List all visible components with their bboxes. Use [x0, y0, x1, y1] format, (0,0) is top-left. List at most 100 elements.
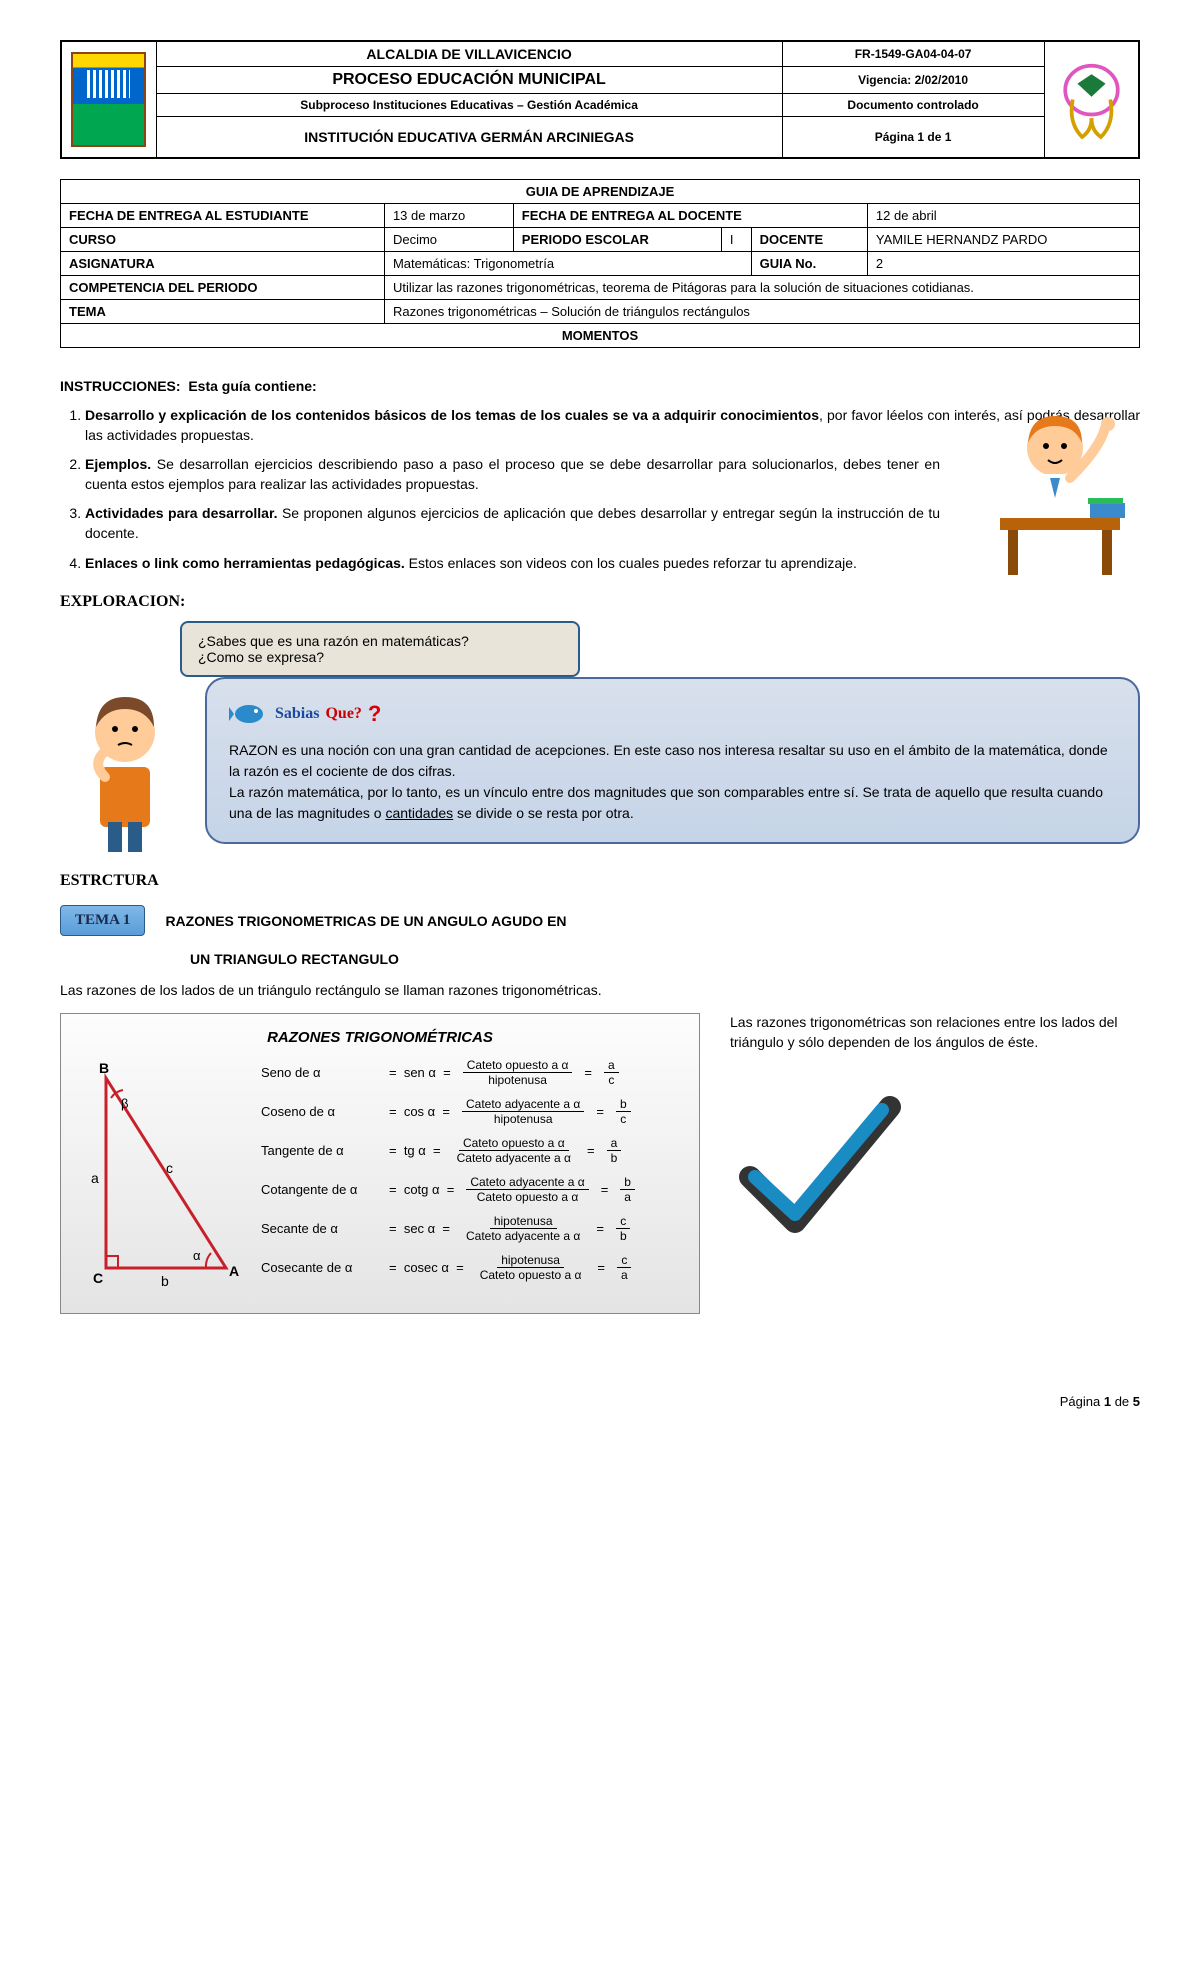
que-word: Que?: [325, 702, 361, 726]
page-footer: Página 1 de 5: [60, 1394, 1140, 1409]
ratio-fraction: Cateto opuesto a αhipotenusa: [463, 1058, 573, 1087]
svg-text:c: c: [166, 1160, 173, 1176]
fecha-est: 13 de marzo: [384, 204, 513, 228]
sabias-header: Sabias Que? ?: [229, 697, 1116, 730]
header-alcaldia: ALCALDIA DE VILLAVICENCIO: [156, 41, 782, 67]
tema-row: TEMA 1 RAZONES TRIGONOMETRICAS DE UN ANG…: [60, 905, 1140, 936]
ratio-fraction: hipotenusaCateto opuesto a α: [476, 1253, 586, 1282]
momentos: MOMENTOS: [61, 324, 1140, 348]
ratio-fraction-short: bc: [616, 1097, 631, 1126]
ratio-name: Coseno de α: [261, 1104, 381, 1119]
competencia-label: COMPETENCIA DEL PERIODO: [61, 276, 385, 300]
ratio-fraction: Cateto opuesto a αCateto adyacente a α: [453, 1136, 575, 1165]
sabias-box: Sabias Que? ? RAZON es una noción con un…: [205, 677, 1140, 844]
ratio-name: Secante de α: [261, 1221, 381, 1236]
tema-subtitle: UN TRIANGULO RECTANGULO: [190, 951, 1140, 967]
svg-text:b: b: [161, 1273, 169, 1289]
ratio-row: Secante de α= sec α =hipotenusaCateto ad…: [261, 1214, 679, 1243]
ratio-row: Tangente de α= tg α =Cateto opuesto a αC…: [261, 1136, 679, 1165]
docente-label: DOCENTE: [751, 228, 867, 252]
ratio-name: Tangente de α: [261, 1143, 381, 1158]
estructura-title: ESTRCTURA: [60, 872, 1140, 890]
question-box: ¿Sabes que es una razón en matemáticas? …: [180, 621, 580, 677]
guia-titulo: GUIA DE APRENDIZAJE: [61, 180, 1140, 204]
figure-title: RAZONES TRIGONOMÉTRICAS: [81, 1029, 679, 1046]
pregunta1: ¿Sabes que es una razón en matemáticas?: [198, 633, 562, 649]
ratio-fraction-short: cb: [616, 1214, 631, 1243]
svg-text:α: α: [193, 1248, 201, 1263]
logo-left-cell: [61, 41, 156, 158]
fecha-doc: 12 de abril: [867, 204, 1139, 228]
periodo-label: PERIODO ESCOLAR: [513, 228, 721, 252]
header-codigo: FR-1549-GA04-04-07: [782, 41, 1044, 67]
sabias-word: Sabias: [275, 702, 319, 726]
ratio-row: Coseno de α= cos α =Cateto adyacente a α…: [261, 1097, 679, 1126]
shield-logo-icon: [71, 52, 146, 147]
header-proceso: PROCESO EDUCACIÓN MUNICIPAL: [156, 67, 782, 94]
thinking-child-icon: [60, 677, 190, 857]
checkmark-icon: [730, 1082, 910, 1262]
instrucciones-title: INSTRUCCIONES:: [60, 378, 181, 394]
header-table: ALCALDIA DE VILLAVICENCIO FR-1549-GA04-0…: [60, 40, 1140, 159]
triangle-diagram-icon: B β a c C b A α: [81, 1058, 241, 1298]
institution-logo-icon: [1054, 57, 1129, 142]
fecha-est-label: FECHA DE ENTREGA AL ESTUDIANTE: [61, 204, 385, 228]
student-desk-icon: [970, 388, 1150, 588]
tema: Razones trigonométricas – Solución de tr…: [384, 300, 1139, 324]
fish-icon: [229, 699, 269, 729]
ratio-fraction: Cateto adyacente a αhipotenusa: [462, 1097, 584, 1126]
pregunta2: ¿Como se expresa?: [198, 649, 562, 665]
periodo: I: [721, 228, 751, 252]
guia-no: 2: [867, 252, 1139, 276]
ratio-row: Cotangente de α= cotg α =Cateto adyacent…: [261, 1175, 679, 1204]
svg-text:a: a: [91, 1170, 99, 1186]
ratio-row: Seno de α= sen α =Cateto opuesto a αhipo…: [261, 1058, 679, 1087]
asignatura: Matemáticas: Trigonometría: [384, 252, 751, 276]
tema-title: RAZONES TRIGONOMETRICAS DE UN ANGULO AGU…: [165, 913, 566, 929]
guia-info-table: GUIA DE APRENDIZAJE FECHA DE ENTREGA AL …: [60, 179, 1140, 348]
exploracion-title: EXPLORACION:: [60, 593, 1140, 611]
ratio-name: Cosecante de α: [261, 1260, 381, 1275]
curso: Decimo: [384, 228, 513, 252]
svg-text:B: B: [99, 1060, 109, 1076]
instrucciones-sub: Esta guía contiene:: [188, 378, 316, 394]
razones-intro: Las razones de los lados de un triángulo…: [60, 982, 1140, 998]
razones-side-text: Las razones trigonométricas son relacion…: [730, 1013, 1140, 1052]
sabias-row: Sabias Que? ? RAZON es una noción con un…: [60, 677, 1140, 857]
logo-right-cell: [1044, 41, 1139, 158]
tema-label: TEMA: [61, 300, 385, 324]
ratio-row: Cosecante de α= cosec α =hipotenusaCatet…: [261, 1253, 679, 1282]
header-institucion: INSTITUCIÓN EDUCATIVA GERMÁN ARCINIEGAS: [156, 117, 782, 159]
ratio-name: Seno de α: [261, 1065, 381, 1080]
svg-text:β: β: [121, 1096, 128, 1111]
ratio-fraction: hipotenusaCateto adyacente a α: [462, 1214, 584, 1243]
ratio-fraction-short: ca: [617, 1253, 632, 1282]
question-mark-icon: ?: [368, 697, 381, 730]
ratio-fraction: Cateto adyacente a αCateto opuesto a α: [466, 1175, 588, 1204]
header-pagina: Página 1 de 1: [782, 117, 1044, 159]
curso-label: CURSO: [61, 228, 385, 252]
sabias-text-body: RAZON es una noción con una gran cantida…: [229, 740, 1116, 824]
asignatura-label: ASIGNATURA: [61, 252, 385, 276]
razones-side: Las razones trigonométricas son relacion…: [730, 1013, 1140, 1265]
svg-text:C: C: [93, 1270, 103, 1286]
instrucciones-section: INSTRUCCIONES: Esta guía contiene: Desar…: [60, 378, 1140, 573]
razones-content: B β a c C b A α Seno de α= sen α =Cateto…: [81, 1058, 679, 1298]
header-subproceso: Subproceso Instituciones Educativas – Ge…: [156, 94, 782, 117]
footer-page: Página 1 de 5: [1060, 1394, 1140, 1409]
guia-no-label: GUIA No.: [751, 252, 867, 276]
competencia: Utilizar las razones trigonométricas, te…: [384, 276, 1139, 300]
fecha-doc-label: FECHA DE ENTREGA AL DOCENTE: [513, 204, 867, 228]
header-vigencia: Vigencia: 2/02/2010: [782, 67, 1044, 94]
razones-row: RAZONES TRIGONOMÉTRICAS B β a c C b A α …: [60, 1013, 1140, 1314]
ratios-column: Seno de α= sen α =Cateto opuesto a αhipo…: [261, 1058, 679, 1298]
header-documento: Documento controlado: [782, 94, 1044, 117]
svg-text:A: A: [229, 1263, 239, 1279]
ratio-fraction-short: ba: [620, 1175, 635, 1204]
ratio-name: Cotangente de α: [261, 1182, 381, 1197]
docente: YAMILE HERNANDZ PARDO: [867, 228, 1139, 252]
ratio-fraction-short: ac: [604, 1058, 619, 1087]
tema-badge: TEMA 1: [60, 905, 145, 936]
razones-figure: RAZONES TRIGONOMÉTRICAS B β a c C b A α …: [60, 1013, 700, 1314]
ratio-fraction-short: ab: [607, 1136, 622, 1165]
